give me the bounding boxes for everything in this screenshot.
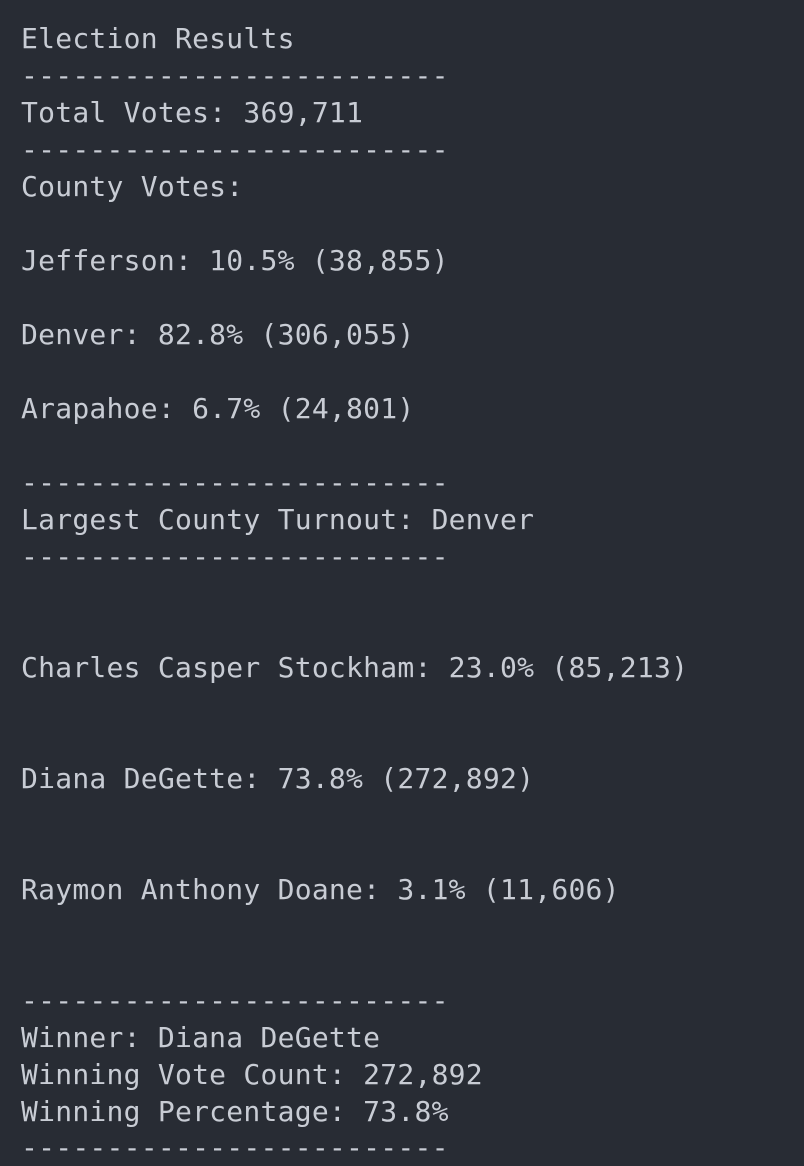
total-votes-line: Total Votes: 369,711 [21,96,364,129]
winning-vote-count-line: Winning Vote Count: 272,892 [21,1058,483,1091]
county-result-line: Jefferson: 10.5% (38,855) [21,244,449,277]
candidate-result-line: Raymon Anthony Doane: 3.1% (11,606) [21,873,620,906]
separator-line: ------------------------- [21,133,449,166]
separator-line: ------------------------- [21,466,449,499]
candidate-result-line: Charles Casper Stockham: 23.0% (85,213) [21,651,689,684]
separator-line: ------------------------- [21,59,449,92]
results-title: Election Results [21,22,295,55]
county-votes-heading: County Votes: [21,170,244,203]
winner-line: Winner: Diana DeGette [21,1021,381,1054]
candidate-result-line: Diana DeGette: 73.8% (272,892) [21,762,535,795]
county-result-line: Arapahoe: 6.7% (24,801) [21,392,415,425]
separator-line: ------------------------- [21,984,449,1017]
separator-line: ------------------------- [21,540,449,573]
county-result-line: Denver: 82.8% (306,055) [21,318,415,351]
separator-line: ------------------------- [21,1131,449,1164]
winning-percentage-line: Winning Percentage: 73.8% [21,1095,449,1128]
largest-county-line: Largest County Turnout: Denver [21,503,535,536]
